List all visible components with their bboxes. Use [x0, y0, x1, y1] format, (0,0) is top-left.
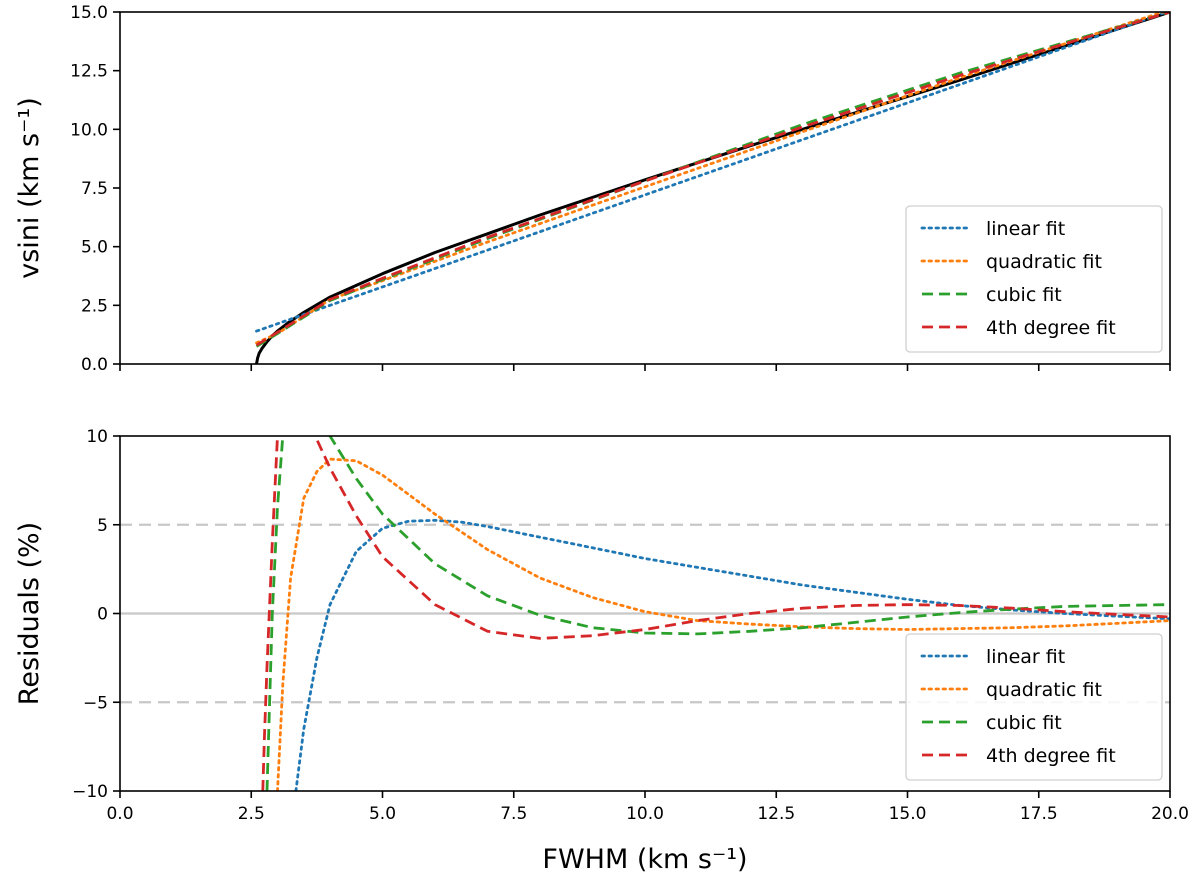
x-tick-label: 12.5 [757, 804, 795, 824]
y-axis-label: vsini (km s⁻¹) [14, 97, 45, 278]
legend-entry: quadratic fit [986, 251, 1102, 273]
x-tick-label: 7.5 [500, 804, 527, 824]
legend-entry: cubic fit [986, 284, 1062, 306]
x-axis-label: FWHM (km s⁻¹) [542, 844, 747, 875]
y-tick-label: 15.0 [70, 3, 108, 23]
series-4th-degree-fit [261, 436, 1170, 791]
y-tick-label: 2.5 [81, 296, 108, 316]
y-tick-label: 5.0 [81, 238, 108, 258]
y-tick-label: 10 [86, 427, 108, 447]
x-tick-label: 5.0 [369, 804, 396, 824]
y-tick-label: 5 [97, 516, 108, 536]
y-axis-label: Residuals (%) [14, 522, 45, 705]
series-group [255, 12, 1170, 364]
legend-entry: 4th degree fit [986, 317, 1116, 339]
y-tick-label: −10 [72, 782, 108, 802]
bottom-panel: 0.0 2.5 5.0 7.5 10.0 12.5 15.0 17.5 20.0 −10 −5 0 5 1… [14, 427, 1189, 875]
y-tick-label: 12.5 [70, 62, 108, 82]
legend-entry: 4th degree fit [986, 745, 1116, 767]
y-tick-label: 0 [97, 605, 108, 625]
top-panel: 0.0 2.5 5.0 7.5 10.0 12.5 15.0 vsini (km s⁻¹) li… [14, 3, 1171, 375]
x-tick-label: 17.5 [1020, 804, 1058, 824]
series-cubic-fit [265, 436, 1170, 791]
legend-entry: linear fit [986, 218, 1065, 240]
series-group [261, 436, 1170, 791]
legend-entry: quadratic fit [986, 679, 1102, 701]
y-tick-label: −5 [83, 693, 108, 713]
legend-box [905, 633, 1163, 781]
legend-box [905, 205, 1163, 353]
series-linear-fit [294, 518, 1170, 791]
x-tick-label: 0.0 [106, 804, 133, 824]
x-tick-label: 20.0 [1151, 804, 1189, 824]
y-tick-label: 7.5 [81, 179, 108, 199]
legend-entry: cubic fit [986, 712, 1062, 734]
x-tick-label: 10.0 [626, 804, 664, 824]
x-tick-label: 15.0 [889, 804, 927, 824]
series-linear-fit [255, 12, 1170, 333]
legend-entry: linear fit [986, 646, 1065, 668]
y-tick-label: 10.0 [70, 120, 108, 140]
series-quadratic-fit [276, 457, 1170, 791]
series-4th-degree-fit [255, 12, 1170, 347]
x-tick-label: 2.5 [238, 804, 265, 824]
y-tick-label: 0.0 [81, 355, 108, 375]
series-data-curve [255, 12, 1170, 364]
